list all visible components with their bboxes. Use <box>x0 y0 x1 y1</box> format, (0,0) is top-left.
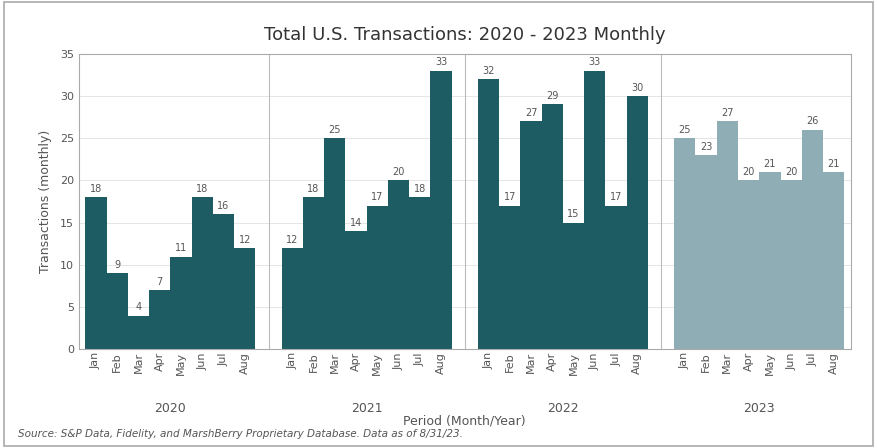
Bar <box>388 181 410 349</box>
Text: 2021: 2021 <box>351 402 382 415</box>
Bar <box>717 121 738 349</box>
Text: 18: 18 <box>196 184 209 194</box>
Text: 7: 7 <box>157 277 163 287</box>
Text: 17: 17 <box>371 193 383 202</box>
Bar <box>149 290 170 349</box>
Bar <box>324 138 346 349</box>
Text: 9: 9 <box>114 260 120 270</box>
Text: 21: 21 <box>828 159 840 168</box>
Bar <box>85 198 107 349</box>
Bar <box>759 172 781 349</box>
Text: 2023: 2023 <box>744 402 775 415</box>
Text: 16: 16 <box>217 201 230 211</box>
Text: 26: 26 <box>806 116 818 126</box>
Bar <box>520 121 542 349</box>
Bar <box>234 248 255 349</box>
Text: 11: 11 <box>175 243 187 253</box>
Text: 4: 4 <box>135 302 141 312</box>
Text: 20: 20 <box>785 167 797 177</box>
Text: 23: 23 <box>700 142 712 152</box>
Text: 30: 30 <box>631 82 644 93</box>
Text: 33: 33 <box>435 57 447 67</box>
Bar <box>128 316 149 349</box>
Bar <box>346 231 367 349</box>
Bar <box>431 71 452 349</box>
Bar <box>282 248 303 349</box>
Text: 14: 14 <box>350 218 362 228</box>
Bar <box>781 181 802 349</box>
Y-axis label: Transactions (monthly): Transactions (monthly) <box>39 130 52 273</box>
Bar <box>478 79 499 349</box>
Text: 12: 12 <box>239 235 251 245</box>
Text: 12: 12 <box>286 235 298 245</box>
Text: 29: 29 <box>546 91 559 101</box>
Text: Source: S&P Data, Fidelity, and MarshBerry Proprietary Database. Data as of 8/31: Source: S&P Data, Fidelity, and MarshBer… <box>18 429 462 439</box>
Text: 27: 27 <box>721 108 733 118</box>
Bar <box>695 155 717 349</box>
Text: 32: 32 <box>482 66 495 76</box>
X-axis label: Period (Month/Year): Period (Month/Year) <box>403 414 526 427</box>
Bar <box>542 104 563 349</box>
Text: 15: 15 <box>567 209 580 220</box>
Text: 21: 21 <box>764 159 776 168</box>
Title: Total U.S. Transactions: 2020 - 2023 Monthly: Total U.S. Transactions: 2020 - 2023 Mon… <box>264 26 666 44</box>
Text: 27: 27 <box>524 108 538 118</box>
Text: 25: 25 <box>329 125 341 135</box>
Text: 2020: 2020 <box>154 402 186 415</box>
Text: 17: 17 <box>610 193 623 202</box>
Bar <box>410 198 431 349</box>
Bar <box>213 214 234 349</box>
Text: 20: 20 <box>392 167 405 177</box>
Bar <box>563 223 584 349</box>
Bar <box>170 257 192 349</box>
Bar <box>303 198 324 349</box>
Bar <box>738 181 759 349</box>
Bar <box>627 96 648 349</box>
Bar <box>584 71 605 349</box>
Text: 20: 20 <box>743 167 755 177</box>
Bar <box>499 206 520 349</box>
Text: 2022: 2022 <box>547 402 579 415</box>
Text: 17: 17 <box>503 193 516 202</box>
Text: 25: 25 <box>679 125 691 135</box>
Text: 18: 18 <box>414 184 426 194</box>
Bar <box>192 198 213 349</box>
Bar <box>605 206 627 349</box>
Text: 33: 33 <box>588 57 601 67</box>
Bar <box>674 138 695 349</box>
Bar <box>107 273 128 349</box>
Text: 18: 18 <box>307 184 319 194</box>
Bar <box>823 172 845 349</box>
Bar <box>802 130 823 349</box>
Text: 18: 18 <box>89 184 102 194</box>
Bar <box>367 206 388 349</box>
